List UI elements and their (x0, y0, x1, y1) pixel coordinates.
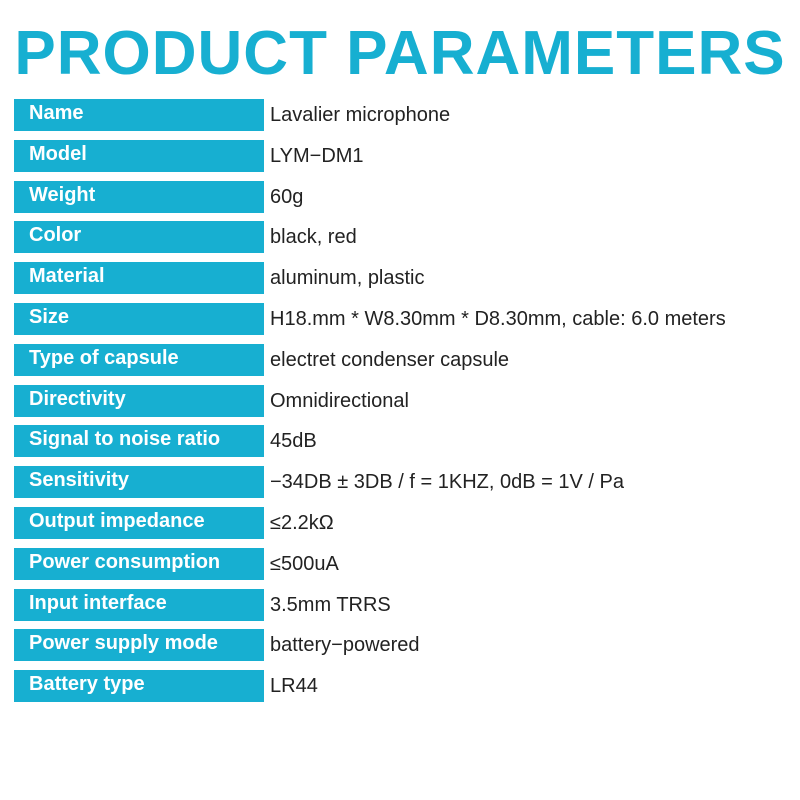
parameter-label: Size (14, 302, 264, 335)
parameter-label: Power supply mode (14, 629, 264, 662)
parameter-label: Output impedance (14, 506, 264, 539)
parameter-label: Material (14, 262, 264, 295)
parameter-row: Power supply mode battery−powered (14, 629, 800, 662)
parameter-row: Output impedance ≤2.2kΩ (14, 506, 800, 539)
parameter-row: Model LYM−DM1 (14, 139, 800, 172)
parameter-label: Signal to noise ratio (14, 425, 264, 458)
parameter-value: 3.5mm TRRS (270, 593, 391, 616)
parameter-label: Type of capsule (14, 343, 264, 376)
parameters-table: Name Lavalier microphone Model LYM−DM1 Weigh… (14, 99, 800, 711)
parameter-value: aluminum, plastic (270, 267, 425, 290)
parameter-value: 60g (270, 185, 304, 208)
parameter-value: ≤2.2kΩ (270, 511, 334, 534)
parameter-row: Material aluminum, plastic (14, 262, 800, 295)
parameter-label: Power consumption (14, 547, 264, 580)
parameter-label: Battery type (14, 670, 264, 703)
parameter-label: Weight (14, 180, 264, 213)
parameter-row: Input interface 3.5mm TRRS (14, 588, 800, 621)
parameter-row: Battery type LR44 (14, 670, 800, 703)
parameter-row: Signal to noise ratio 45dB (14, 425, 800, 458)
parameter-label: Color (14, 221, 264, 254)
parameter-value: H18.mm * W8.30mm * D8.30mm, cable: 6.0 m… (270, 307, 726, 330)
parameter-label: Sensitivity (14, 466, 264, 499)
parameter-row: Name Lavalier microphone (14, 99, 800, 131)
parameter-value: LYM−DM1 (270, 144, 364, 167)
parameter-value: Omnidirectional (270, 389, 409, 412)
parameter-row: Sensitivity −34DB ± 3DB / f = 1KHZ, 0dB =… (14, 466, 800, 499)
parameter-value: black, red (270, 226, 357, 249)
parameter-label: Input interface (14, 588, 264, 621)
parameter-row: Power consumption ≤500uA (14, 547, 800, 580)
parameter-row: Weight 60g (14, 180, 800, 213)
parameter-row: Size H18.mm * W8.30mm * D8.30mm, cable: 6… (14, 302, 800, 335)
parameter-value: 45dB (270, 430, 317, 453)
parameter-value: LR44 (270, 675, 318, 698)
page-title: PRODUCT PARAMETERS (14, 19, 786, 88)
parameter-label: Name (14, 99, 264, 131)
parameter-value: battery−powered (270, 634, 420, 657)
parameter-value: electret condenser capsule (270, 348, 510, 371)
parameter-value: −34DB ± 3DB / f = 1KHZ, 0dB = 1V / Pa (270, 471, 624, 494)
parameter-row: Directivity Omnidirectional (14, 384, 800, 417)
parameter-value: Lavalier microphone (270, 104, 451, 126)
parameter-label: Directivity (14, 384, 264, 417)
parameter-row: Type of capsule electret condenser capsul… (14, 343, 800, 376)
parameter-value: ≤500uA (270, 552, 339, 575)
parameter-row: Color black, red (14, 221, 800, 254)
parameter-label: Model (14, 139, 264, 172)
